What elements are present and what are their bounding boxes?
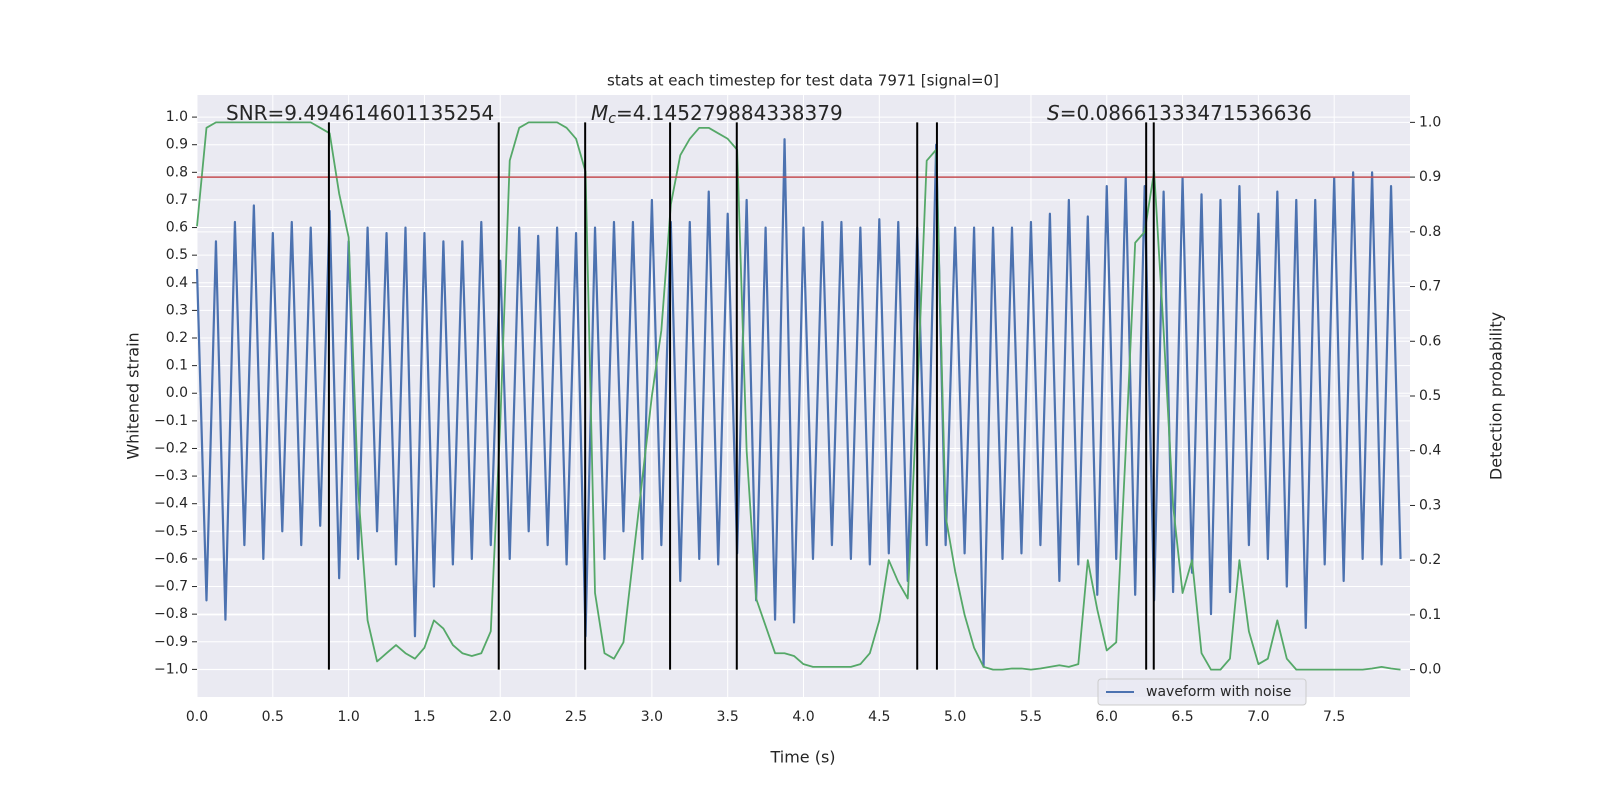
annotation-text: SNR=9.494614601135254	[226, 101, 494, 125]
y2-tick-label: 0.2	[1419, 552, 1441, 568]
y2-axis-label: Detection probability	[1487, 312, 1506, 480]
x-tick-label: 3.0	[641, 709, 663, 725]
annotation-symbol: M	[591, 101, 608, 125]
y-tick-label: −0.2	[154, 440, 188, 456]
annotation-subscript: c	[608, 111, 616, 127]
y-tick-label: 1.0	[166, 109, 188, 125]
x-tick-label: 4.5	[868, 709, 890, 725]
y-tick-label: 0.3	[166, 302, 188, 318]
y2-tick-label: 0.9	[1419, 169, 1441, 185]
legend-label: waveform with noise	[1146, 684, 1291, 700]
annotation: S=0.08661333471536636	[1047, 101, 1312, 125]
chart-title: stats at each timestep for test data 797…	[607, 72, 999, 90]
y2-tick-label: 0.5	[1419, 388, 1441, 404]
y-tick-label: 0.5	[166, 247, 188, 263]
x-tick-label: 2.0	[489, 709, 511, 725]
y-tick-label: −0.3	[154, 468, 188, 484]
y2-tick-label: 0.8	[1419, 224, 1441, 240]
y2-tick-label: 0.1	[1419, 607, 1441, 623]
x-tick-label: 7.5	[1323, 709, 1345, 725]
x-tick-label: 0.5	[262, 709, 284, 725]
x-tick-label: 6.5	[1171, 709, 1193, 725]
y-tick-label: 0.2	[166, 330, 188, 346]
waveform-line	[195, 138, 1402, 668]
annotation-text: =0.08661333471536636	[1060, 101, 1312, 125]
x-tick-label: 1.5	[413, 709, 435, 725]
y-tick-label: 0.4	[166, 275, 188, 291]
x-tick-label: 0.0	[186, 709, 208, 725]
x-axis-label: Time (s)	[769, 748, 835, 767]
y-tick-label: −0.6	[154, 551, 188, 567]
x-tick-label: 1.0	[337, 709, 359, 725]
y-tick-label: 0.8	[166, 164, 188, 180]
y2-tick-label: 0.4	[1419, 443, 1441, 459]
annotation: Mc=4.145279884338379	[591, 101, 843, 128]
annotation: SNR=9.494614601135254	[226, 101, 494, 125]
y-tick-label: 0.1	[166, 358, 188, 374]
legend-box	[1097, 678, 1307, 706]
y-tick-label: −0.5	[154, 523, 188, 539]
y-tick-label: 0.7	[166, 192, 188, 208]
y-tick-label: −0.7	[154, 579, 188, 595]
y-tick-label: −0.9	[154, 634, 188, 650]
y-tick-label: −0.1	[154, 413, 188, 429]
y-tick-label: 0.0	[166, 385, 188, 401]
x-tick-label: 6.0	[1096, 709, 1118, 725]
y2-tick-label: 0.7	[1419, 279, 1441, 295]
y-tick-label: −0.4	[154, 496, 188, 512]
x-tick-label: 4.0	[792, 709, 814, 725]
x-tick-label: 5.5	[1020, 709, 1042, 725]
x-tick-label: 7.0	[1247, 709, 1269, 725]
x-tick-label: 2.5	[565, 709, 587, 725]
y-tick-label: 0.6	[166, 220, 188, 236]
y2-tick-label: 0.6	[1419, 333, 1441, 349]
y-tick-label: −1.0	[154, 661, 188, 677]
y2-tick-label: 0.0	[1419, 662, 1441, 678]
x-tick-label: 3.5	[717, 709, 739, 725]
y-tick-label: −0.8	[154, 606, 188, 622]
y2-tick-label: 1.0	[1419, 114, 1441, 130]
y-axis-label: Whitened strain	[124, 332, 143, 459]
annotation-symbol: S	[1047, 101, 1060, 125]
annotation-text: =4.145279884338379	[616, 101, 843, 125]
x-tick-label: 5.0	[944, 709, 966, 725]
probability-line	[196, 121, 1401, 671]
y2-tick-label: 0.3	[1419, 497, 1441, 513]
y-tick-label: 0.9	[166, 137, 188, 153]
